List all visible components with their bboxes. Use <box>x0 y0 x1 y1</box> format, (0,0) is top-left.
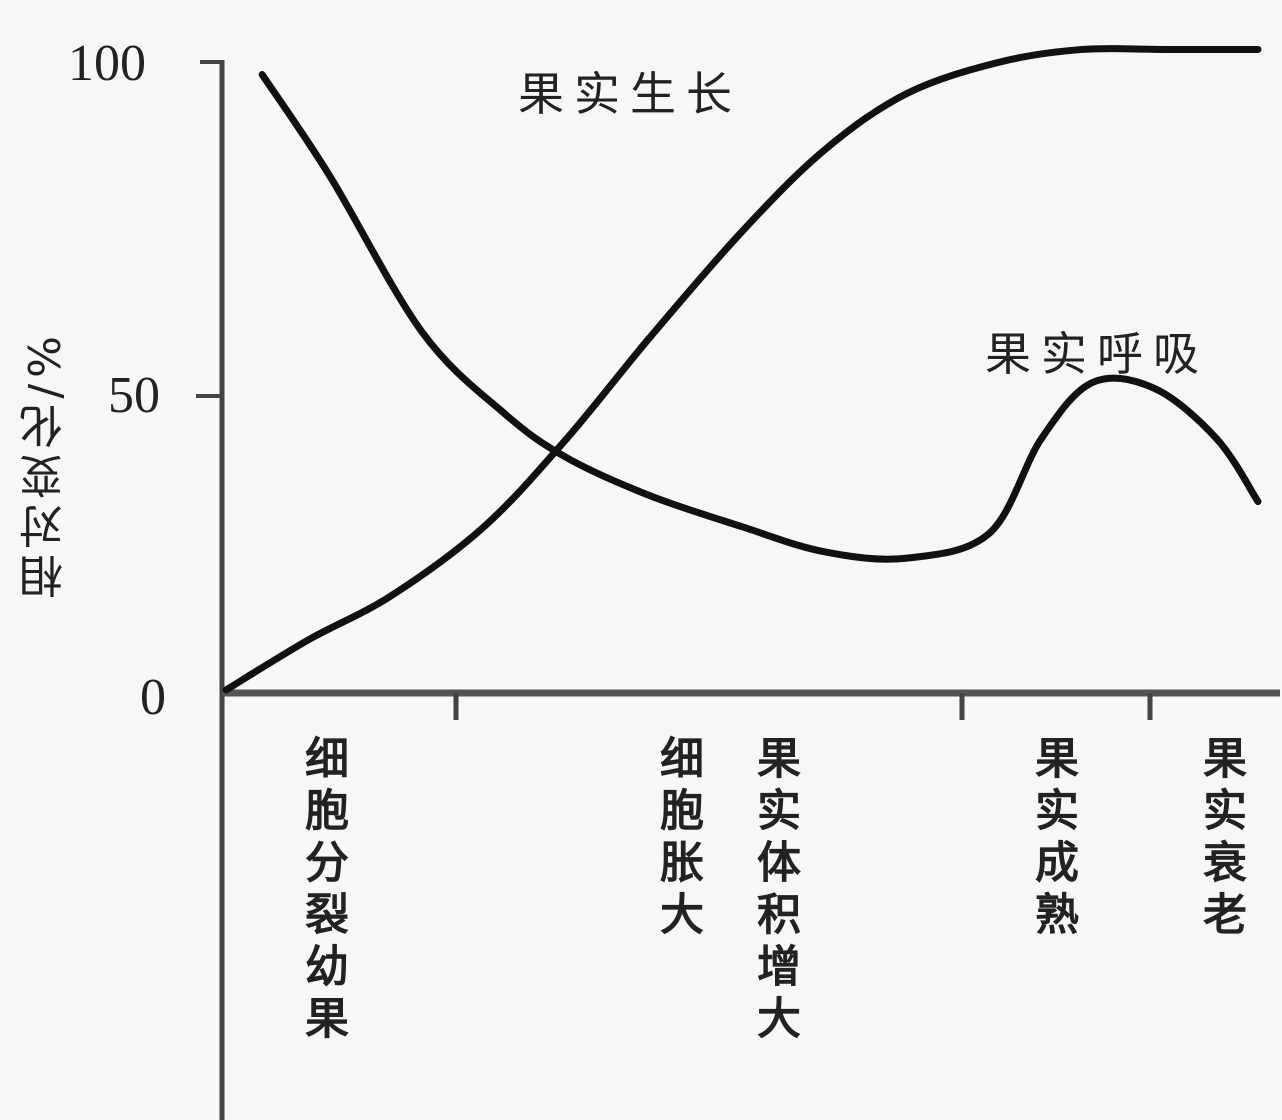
y-tick-label-0: 0 <box>140 669 166 726</box>
series-fruit-respiration-line <box>258 71 1262 563</box>
y-tick-label-50: 50 <box>108 367 160 424</box>
y-axis-title: 相对变化/% <box>20 330 71 599</box>
stage-label-cell-division: 细胞分裂幼果 <box>297 735 348 1047</box>
stage-label-cell-expansion: 细胞胀大 <box>652 735 703 943</box>
label-fruit-growth: 果实生长 <box>518 67 742 121</box>
series-fruit-growth-line <box>222 45 1262 694</box>
label-fruit-respiration: 果实呼吸 <box>985 327 1209 381</box>
y-tick-label-100: 100 <box>68 35 146 92</box>
stage-label-senescence: 果实衰老 <box>1195 735 1246 943</box>
stage-label-volume-increase: 果实体积增大 <box>749 735 800 1047</box>
stage-label-ripening: 果实成熟 <box>1027 735 1078 943</box>
